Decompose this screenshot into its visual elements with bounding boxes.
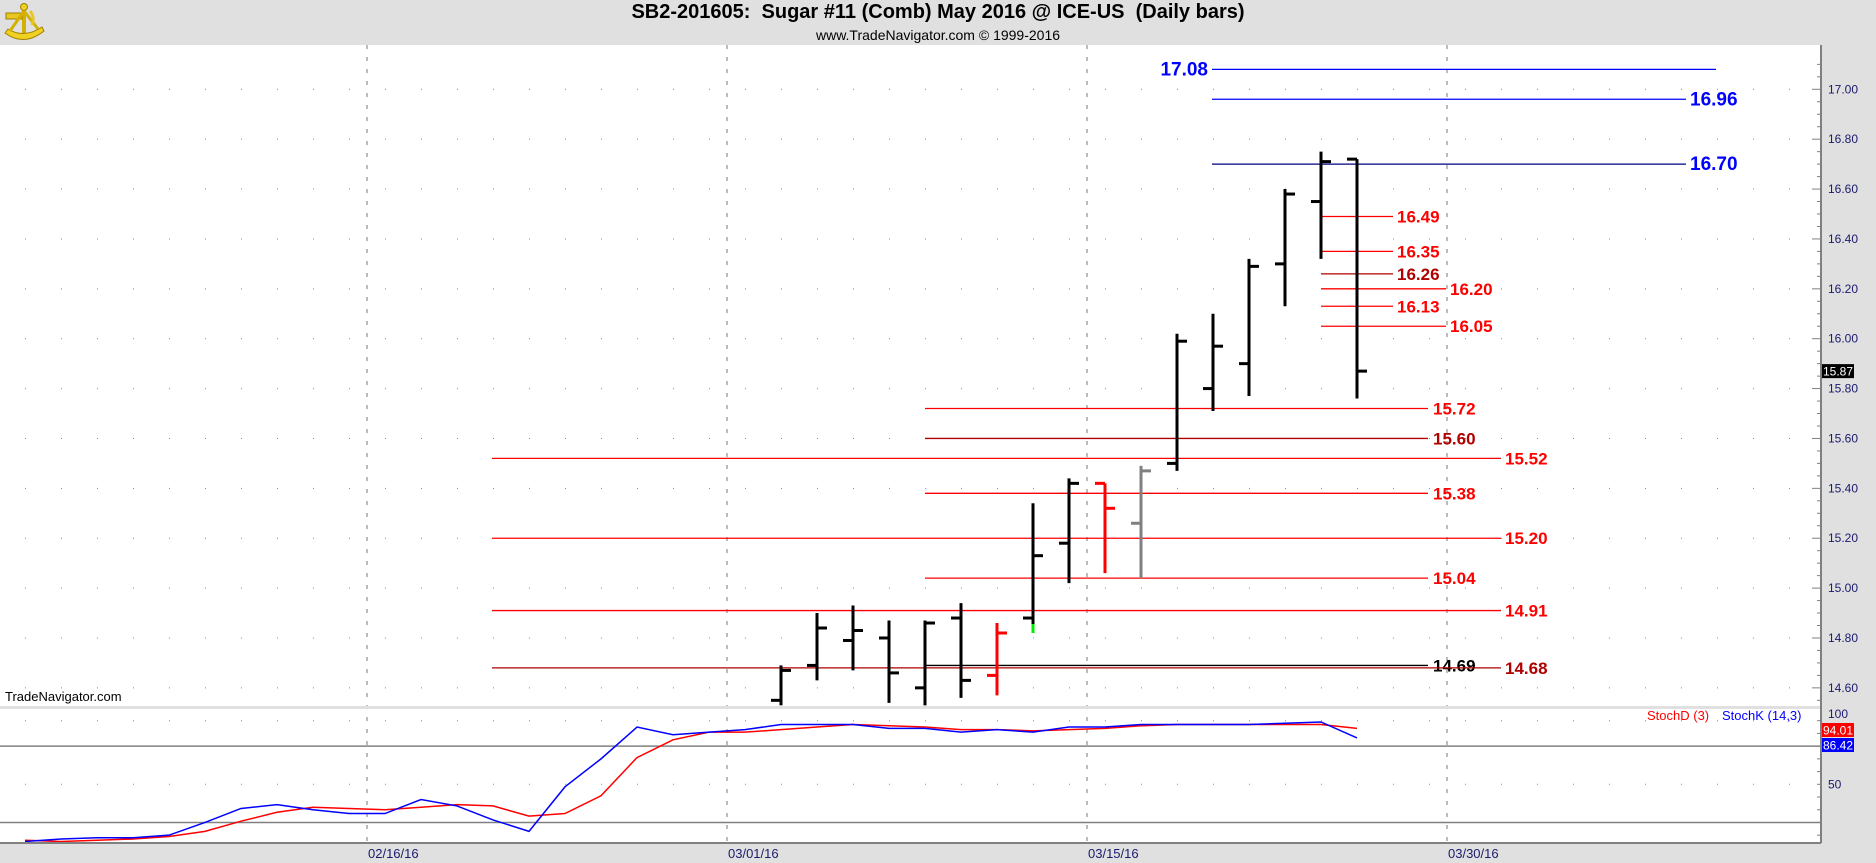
ohlc-bar xyxy=(1311,151,1331,259)
level-label: 16.13 xyxy=(1397,297,1440,316)
panel-separator xyxy=(0,706,1821,709)
date-label: 03/01/16 xyxy=(728,846,779,861)
ohlc-bar xyxy=(1023,503,1043,633)
price-tick-label: 14.80 xyxy=(1828,631,1858,645)
ohlc-bar xyxy=(879,620,899,703)
date-label: 03/15/16 xyxy=(1088,846,1139,861)
price-tick-label: 17.00 xyxy=(1828,82,1858,96)
chart-title: SB2-201605: Sugar #11 (Comb) May 2016 @ … xyxy=(631,1,1245,23)
ohlc-bar xyxy=(1347,157,1367,399)
stoch-tick-label: 50 xyxy=(1828,777,1842,791)
price-tick-label: 14.60 xyxy=(1828,681,1858,695)
chart-header: SB2-201605: Sugar #11 (Comb) May 2016 @ … xyxy=(0,0,1876,45)
sextant-logo-icon xyxy=(4,3,45,40)
level-label: 15.04 xyxy=(1433,569,1476,588)
level-label: 16.96 xyxy=(1690,89,1738,110)
level-label: 15.52 xyxy=(1505,449,1548,468)
watermark-text: TradeNavigator.com xyxy=(5,689,122,704)
price-tick-label: 15.40 xyxy=(1828,481,1858,495)
ohlc-bar xyxy=(987,623,1007,696)
level-label: 16.35 xyxy=(1397,242,1440,261)
stoch-d-value-box xyxy=(1822,723,1854,737)
chart-subtitle: www.TradeNavigator.com © 1999-2016 xyxy=(815,27,1061,43)
price-tick-label: 16.20 xyxy=(1828,282,1858,296)
stoch-k-value: 86.42 xyxy=(1823,739,1853,753)
stoch-tick-label: 100 xyxy=(1828,707,1848,721)
stoch-d-line xyxy=(24,723,1358,843)
level-label: 16.49 xyxy=(1397,207,1440,226)
ohlc-bar xyxy=(1059,478,1079,584)
price-panel xyxy=(0,45,1821,706)
level-label: 15.60 xyxy=(1433,429,1476,448)
price-tick-label: 15.00 xyxy=(1828,581,1858,595)
last-price-label: 15.87 xyxy=(1823,365,1853,379)
ohlc-bar xyxy=(843,605,863,671)
price-tick-label: 15.80 xyxy=(1828,382,1858,396)
level-label: 15.38 xyxy=(1433,484,1476,503)
price-tick-label: 15.20 xyxy=(1828,531,1858,545)
ohlc-bar xyxy=(771,665,791,706)
ohlc-bar xyxy=(807,613,827,681)
level-label: 16.70 xyxy=(1690,154,1738,175)
level-label: 17.08 xyxy=(1160,59,1208,80)
price-tick-label: 16.80 xyxy=(1828,132,1858,146)
stoch-k-line xyxy=(24,721,1358,843)
ohlc-bar xyxy=(951,603,971,698)
price-tick-label: 16.40 xyxy=(1828,232,1858,246)
stoch-d-value: 94.01 xyxy=(1823,724,1853,738)
ohlc-bar xyxy=(1203,313,1223,412)
level-label: 14.91 xyxy=(1505,602,1548,621)
stochastic-panel xyxy=(0,709,1821,843)
last-price-box xyxy=(1822,364,1854,379)
ohlc-bar xyxy=(1095,481,1115,574)
level-label: 16.20 xyxy=(1450,280,1493,299)
ohlc-bar xyxy=(1131,465,1151,579)
ohlc-bar xyxy=(915,620,935,706)
level-label: 14.68 xyxy=(1505,659,1548,678)
legend-stoch-k: StochK (14,3) xyxy=(1722,708,1802,723)
date-label: 03/30/16 xyxy=(1448,846,1499,861)
price-tick-label: 16.60 xyxy=(1828,182,1858,196)
level-label: 14.69 xyxy=(1433,656,1476,675)
ohlc-bar xyxy=(1275,189,1295,307)
ohlc-bar xyxy=(1167,333,1187,471)
ohlc-bar xyxy=(1239,258,1259,397)
stoch-k-value-box xyxy=(1822,738,1854,752)
price-tick-label: 16.00 xyxy=(1828,332,1858,346)
level-label: 16.26 xyxy=(1397,265,1440,284)
price-tick-label: 15.60 xyxy=(1828,431,1858,445)
date-label: 02/16/16 xyxy=(368,846,419,861)
level-label: 15.20 xyxy=(1505,529,1548,548)
level-label: 15.72 xyxy=(1433,400,1476,419)
level-label: 16.05 xyxy=(1450,317,1493,336)
legend-stoch-d: StochD (3) xyxy=(1647,708,1710,723)
